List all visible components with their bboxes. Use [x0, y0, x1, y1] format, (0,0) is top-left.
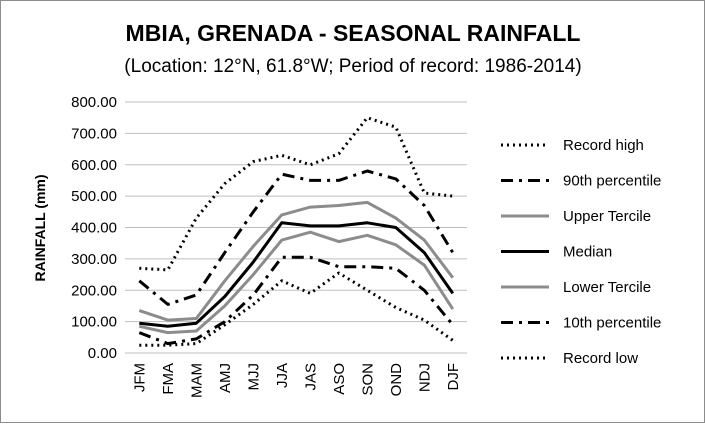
- legend-label-10th-percentile: 10th percentile: [563, 315, 661, 332]
- legend-label-lower-tercile: Lower Tercile: [563, 279, 651, 296]
- x-tick-label: AMJ: [217, 363, 234, 393]
- series-line-lower-tercile: [138, 230, 455, 335]
- y-axis-ticks: 0.00 100.00 200.00 300.00 400.00 500.00 600.00…: [71, 94, 117, 362]
- legend-label-90th-percentile: 90th percentile: [563, 173, 661, 190]
- x-tick-label: MJJ: [245, 363, 262, 391]
- legend: Record high 90th percentile Upper Tercile M…: [501, 137, 661, 367]
- series-line-10th-percentile: [138, 255, 454, 346]
- x-tick-label: FMA: [160, 363, 177, 395]
- x-tick-label: JFM: [131, 363, 148, 392]
- y-tick-label: 500.00: [71, 188, 117, 205]
- x-axis-ticks: JFM FMA MAM AMJ MJJ JJA JAS ASO SON OND NDJ DJF: [131, 363, 462, 398]
- legend-label-record-high: Record high: [563, 137, 644, 154]
- gridlines: [125, 101, 467, 354]
- y-tick-label: 700.00: [71, 125, 117, 142]
- y-tick-label: 600.00: [71, 157, 117, 174]
- x-tick-label: DJF: [445, 363, 462, 391]
- y-tick-label: 800.00: [71, 94, 117, 111]
- y-axis-label: RAINFALL (mm): [32, 174, 48, 281]
- y-tick-label: 400.00: [71, 220, 117, 237]
- x-tick-label: OND: [388, 363, 405, 397]
- x-tick-label: MAM: [188, 363, 205, 398]
- y-tick-label: 0.00: [88, 345, 117, 362]
- series-line-record-low: [139, 271, 454, 347]
- x-tick-label: JJA: [274, 363, 291, 388]
- y-tick-label: 300.00: [71, 251, 117, 268]
- x-tick-label: ASO: [331, 363, 348, 395]
- y-tick-label: 200.00: [71, 282, 117, 299]
- x-tick-label: JAS: [302, 363, 319, 391]
- series-line-upper-tercile: [138, 200, 454, 322]
- legend-label-median: Median: [563, 244, 612, 261]
- series-line-record-high: [139, 116, 453, 272]
- series-line-90th-percentile: [138, 169, 455, 306]
- series-line-median: [139, 221, 455, 328]
- x-tick-label: SON: [359, 363, 376, 396]
- legend-label-upper-tercile: Upper Tercile: [563, 208, 651, 225]
- series-lines: [138, 116, 455, 347]
- chart-title: MBIA, GRENADA - SEASONAL RAINFALL: [126, 20, 581, 46]
- legend-label-record-low: Record low: [563, 350, 638, 367]
- y-tick-label: 100.00: [71, 314, 117, 331]
- chart-subtitle: (Location: 12°N, 61.8°W; Period of recor…: [124, 56, 581, 77]
- x-tick-label: NDJ: [416, 363, 433, 392]
